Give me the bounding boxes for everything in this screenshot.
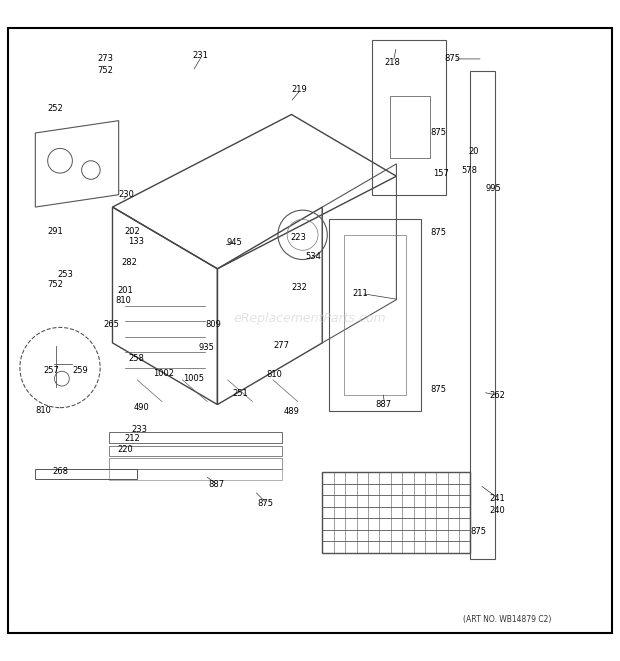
- Text: 578: 578: [461, 165, 477, 175]
- Text: 752: 752: [97, 65, 113, 75]
- Text: 273: 273: [97, 54, 113, 63]
- Text: 202: 202: [125, 227, 141, 236]
- Text: 262: 262: [489, 391, 505, 400]
- Text: 232: 232: [291, 283, 308, 292]
- Text: eReplacementParts.com: eReplacementParts.com: [234, 311, 386, 325]
- Text: 887: 887: [376, 400, 392, 409]
- Text: 875: 875: [471, 527, 487, 535]
- Text: 995: 995: [486, 184, 502, 193]
- Text: 875: 875: [430, 128, 446, 137]
- Text: 201: 201: [117, 286, 133, 295]
- Text: 133: 133: [128, 237, 144, 245]
- Text: 810: 810: [35, 407, 51, 415]
- Text: 20: 20: [468, 147, 479, 156]
- Text: 282: 282: [122, 258, 138, 267]
- Text: 231: 231: [193, 52, 208, 60]
- Text: 211: 211: [352, 289, 368, 298]
- Text: 945: 945: [227, 238, 242, 247]
- Text: 258: 258: [128, 354, 144, 363]
- Text: 220: 220: [117, 444, 133, 453]
- Text: 265: 265: [104, 320, 119, 329]
- Text: 875: 875: [430, 385, 446, 394]
- Bar: [390, 96, 430, 158]
- Text: 875: 875: [257, 499, 273, 508]
- Text: 534: 534: [306, 252, 322, 261]
- Text: 490: 490: [134, 403, 150, 412]
- Text: 241: 241: [489, 494, 505, 503]
- Text: 875: 875: [445, 54, 461, 63]
- Text: 157: 157: [433, 169, 450, 178]
- Text: 223: 223: [290, 233, 306, 243]
- Text: 1002: 1002: [153, 369, 174, 378]
- Text: 1005: 1005: [184, 373, 205, 383]
- Text: 240: 240: [489, 506, 505, 515]
- Text: 251: 251: [233, 389, 249, 398]
- Text: 810: 810: [115, 296, 131, 305]
- Text: 233: 233: [131, 425, 147, 434]
- Text: 291: 291: [48, 227, 63, 236]
- Text: 809: 809: [205, 320, 221, 329]
- Text: 268: 268: [53, 467, 69, 476]
- Text: 212: 212: [125, 434, 141, 443]
- Text: 253: 253: [57, 270, 73, 280]
- Text: 935: 935: [199, 342, 215, 352]
- Text: (ART NO. WB14879 C2): (ART NO. WB14879 C2): [463, 615, 552, 624]
- Text: 875: 875: [430, 229, 446, 237]
- Text: 252: 252: [48, 104, 63, 113]
- Text: 277: 277: [273, 342, 289, 350]
- Text: 218: 218: [384, 58, 400, 67]
- Text: 810: 810: [267, 370, 283, 379]
- Text: 887: 887: [208, 481, 224, 489]
- Text: 489: 489: [284, 407, 300, 416]
- Text: 752: 752: [48, 280, 64, 289]
- Text: 259: 259: [73, 366, 88, 375]
- Text: 257: 257: [43, 366, 60, 375]
- Text: 219: 219: [291, 85, 308, 95]
- Text: 230: 230: [118, 190, 135, 199]
- Bar: [35, 469, 137, 479]
